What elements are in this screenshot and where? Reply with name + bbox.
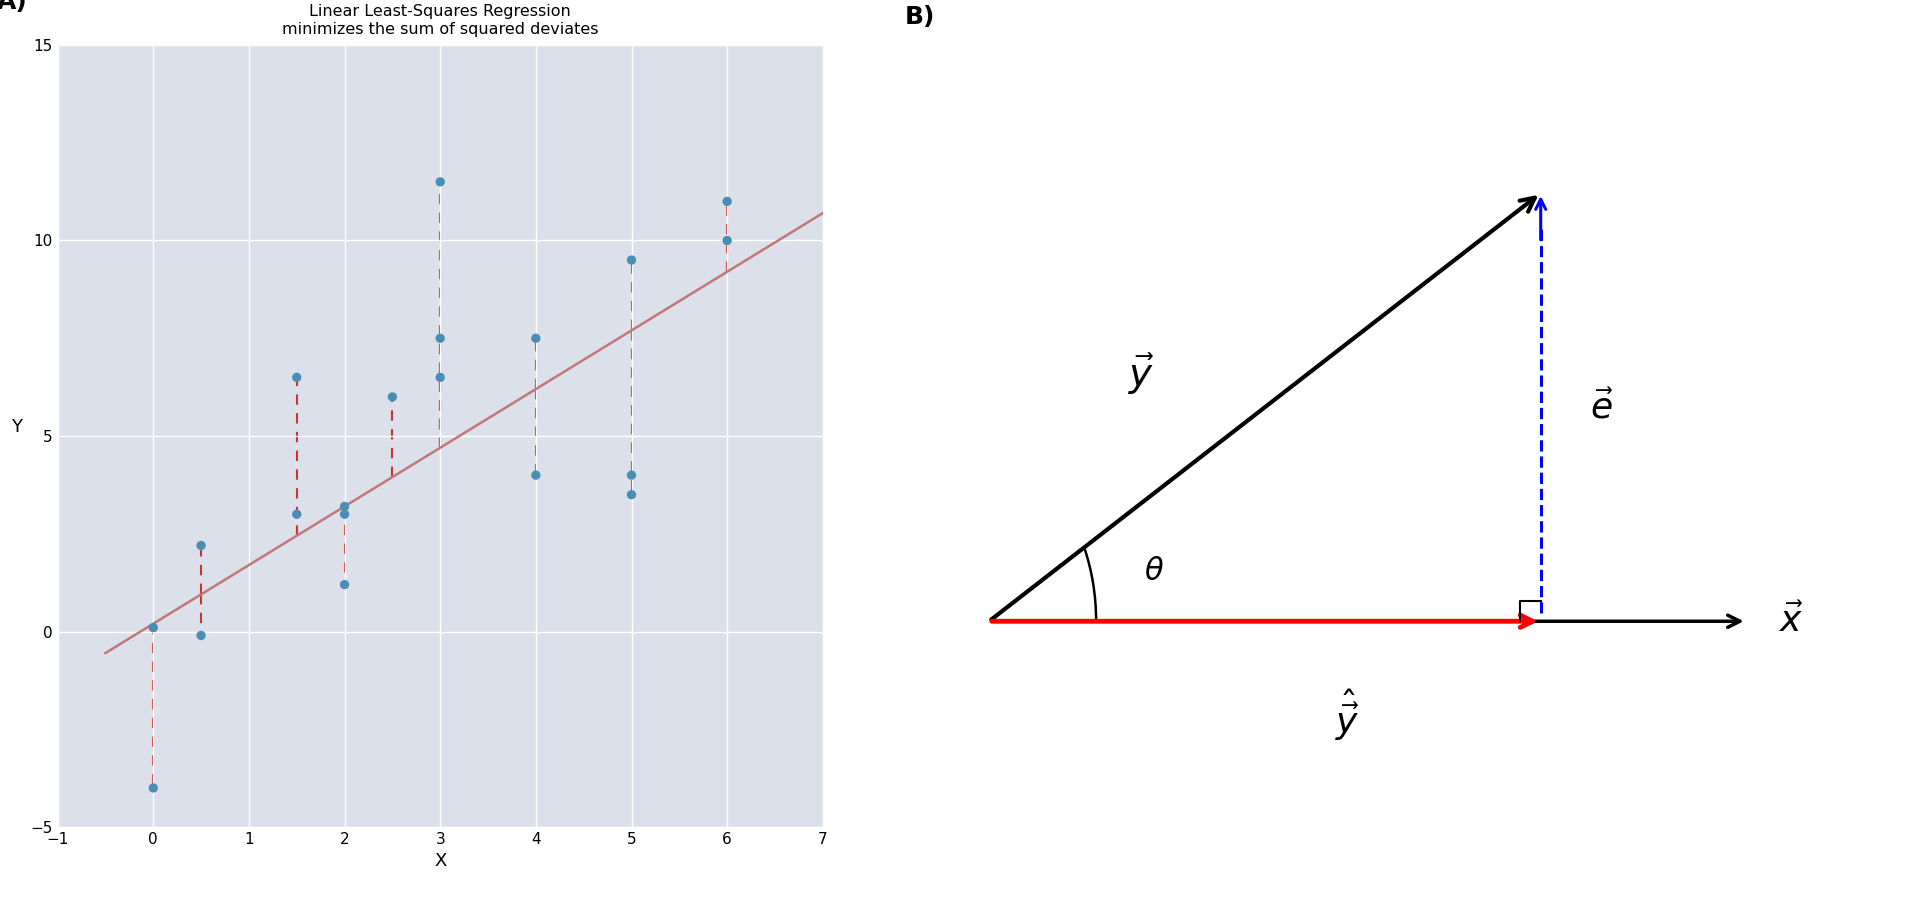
Point [712,194,743,209]
Point [712,233,743,247]
Y-axis label: Y: Y [12,418,21,436]
Point [520,331,551,345]
Point [376,390,407,405]
Point [616,467,647,482]
Point [282,507,313,521]
Point [616,253,647,267]
Point [282,370,313,385]
Point [520,467,551,482]
Text: $\vec{e}$: $\vec{e}$ [1590,389,1613,425]
Text: B): B) [904,5,935,30]
Point [186,628,217,643]
Point [328,507,359,521]
Text: $\vec{y}$: $\vec{y}$ [1129,352,1154,397]
Text: $\vec{x}$: $\vec{x}$ [1780,603,1805,639]
Title: Linear Least-Squares Regression
minimizes the sum of squared deviates: Linear Least-Squares Regression minimize… [282,4,599,37]
Point [616,487,647,502]
Point [186,539,217,553]
Point [138,780,169,796]
X-axis label: X: X [434,852,445,870]
Point [328,499,359,513]
Point [328,577,359,592]
Point [424,174,455,189]
Point [138,620,169,635]
Point [424,331,455,345]
Text: $\theta$: $\theta$ [1144,557,1164,586]
Text: $\hat{\vec{y}}$: $\hat{\vec{y}}$ [1334,687,1359,743]
Point [424,370,455,385]
Text: A): A) [0,0,27,13]
